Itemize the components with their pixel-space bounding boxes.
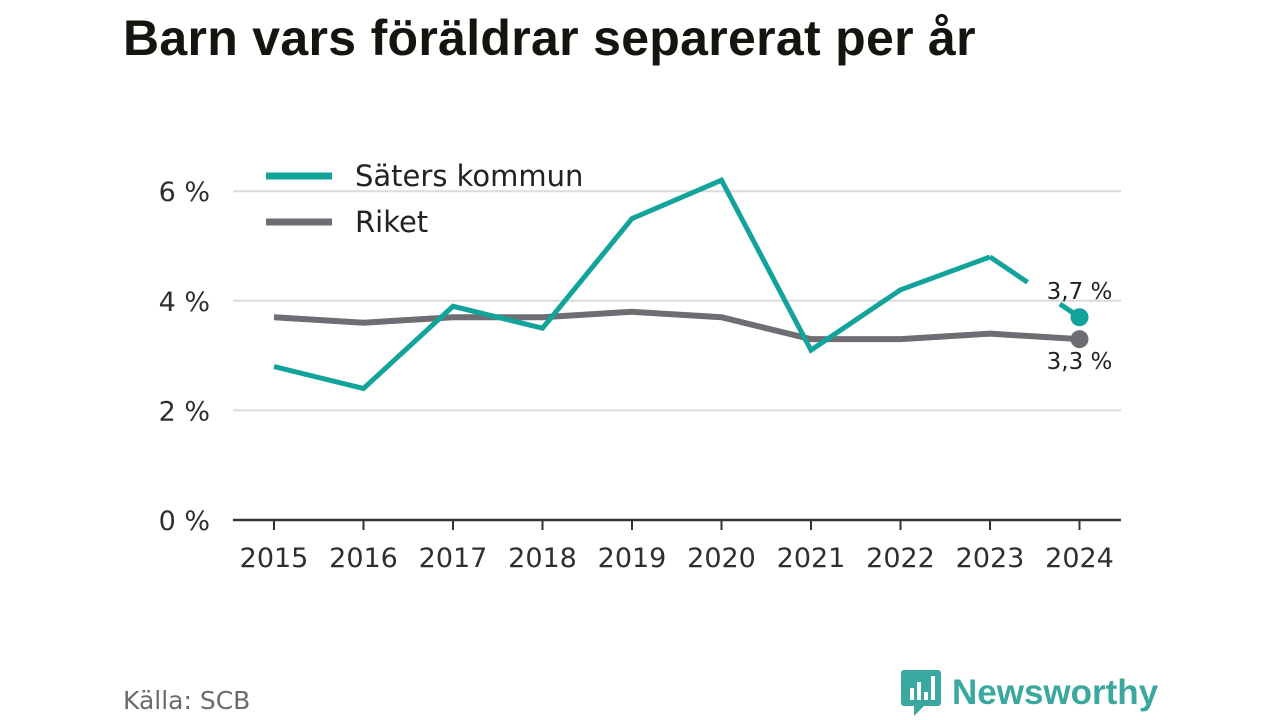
- x-tick-label: 2019: [598, 543, 667, 574]
- y-tick-label: 2 %: [159, 396, 210, 427]
- end-value-label: 3,7 %: [1047, 279, 1113, 305]
- y-tick-label: 0 %: [159, 506, 210, 537]
- x-tick-label: 2018: [508, 543, 577, 574]
- brand-name: Newsworthy: [952, 673, 1159, 712]
- series-lines: [273, 177, 1081, 392]
- legend-label: Riket: [355, 205, 428, 239]
- x-axis-ticks: 2015 2016 2017 2018 2019 2020 2021 2022 2023 2024: [240, 520, 1114, 574]
- x-tick-label: 2017: [419, 543, 488, 574]
- newsworthy-logo-icon: [901, 670, 941, 716]
- legend-label: Säters kommun: [355, 159, 583, 193]
- end-point-marker: [1070, 330, 1089, 349]
- end-markers: 3,3 % 3,7 %: [1047, 279, 1113, 375]
- series-line-saters-kommun: [273, 177, 991, 392]
- y-axis-ticks: 0 % 2 % 4 % 6 %: [159, 177, 210, 537]
- series-line-riket: [273, 308, 1080, 343]
- brand-logo[interactable]: Newsworthy: [900, 668, 1158, 718]
- chart-title: Barn vars föräldrar separerat per år: [123, 10, 976, 66]
- x-tick-label: 2020: [687, 543, 756, 574]
- x-tick-label: 2023: [956, 543, 1025, 574]
- end-value-label: 3,3 %: [1047, 349, 1113, 375]
- end-point-marker: [1070, 308, 1089, 327]
- series-segment: [988, 254, 1029, 285]
- source-note: Källa: SCB: [123, 686, 251, 715]
- x-tick-label: 2024: [1045, 543, 1114, 574]
- x-tick-label: 2016: [329, 543, 398, 574]
- x-tick-label: 2015: [240, 543, 309, 574]
- y-tick-label: 4 %: [159, 287, 210, 318]
- x-tick-label: 2021: [777, 543, 846, 574]
- legend: Säters kommun Riket: [266, 159, 583, 239]
- grid-lines: [233, 190, 1121, 412]
- y-tick-label: 6 %: [159, 177, 210, 208]
- x-tick-label: 2022: [866, 543, 935, 574]
